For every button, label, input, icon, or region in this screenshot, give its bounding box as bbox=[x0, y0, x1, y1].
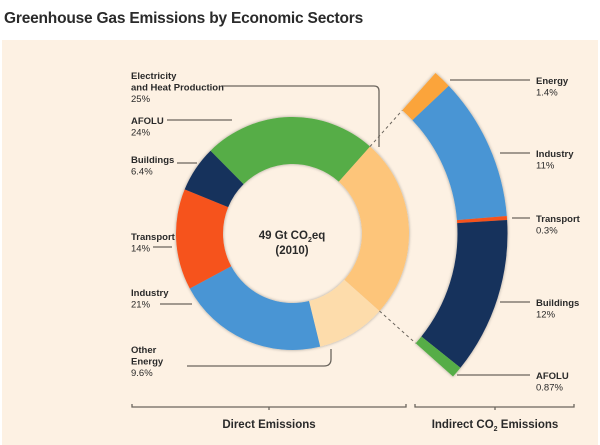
label-value: 1.4% bbox=[536, 88, 558, 99]
connector-dash-bottom bbox=[379, 310, 417, 344]
leader-electricity-and-heat-production bbox=[222, 85, 380, 147]
direct-emissions-bracket bbox=[131, 404, 407, 410]
label-buildings: Buildings 6.4% bbox=[131, 155, 174, 178]
label-value: 11% bbox=[536, 161, 555, 172]
label-name: AFOLU bbox=[536, 371, 569, 382]
direct-slice-afolu bbox=[210, 117, 370, 185]
label-value: 0.3% bbox=[536, 226, 558, 237]
connector-dash-top bbox=[369, 109, 403, 147]
label-other-energy: Other Energy 9.6% bbox=[131, 345, 164, 379]
direct-slice-electricity-and-heat-production bbox=[338, 146, 409, 311]
label-name: Energy bbox=[536, 76, 569, 87]
indirect-slice-afolu bbox=[415, 336, 461, 377]
label-name: Buildings bbox=[131, 155, 174, 166]
indirect-slice-buildings bbox=[421, 220, 508, 368]
center-year-label: (2010) bbox=[275, 245, 308, 257]
indirect-emissions-arc bbox=[402, 72, 508, 377]
label-afolu: AFOLU 24% bbox=[131, 116, 164, 139]
label-name: Other bbox=[131, 345, 157, 356]
direct-emissions-label: Direct Emissions bbox=[222, 419, 315, 431]
label-indirect-energy: Energy 1.4% bbox=[536, 76, 569, 99]
leader-lines bbox=[153, 79, 530, 376]
center-total-label: 49 Gt CO2eq bbox=[259, 230, 326, 244]
label-value: 9.6% bbox=[131, 368, 153, 379]
label-name: Electricity bbox=[131, 71, 177, 82]
direct-slice-industry bbox=[189, 266, 321, 350]
direct-emissions-donut bbox=[176, 117, 409, 350]
label-indirect-transport: Transport 0.3% bbox=[536, 214, 581, 237]
label-name: Energy bbox=[131, 357, 164, 368]
label-value: 24% bbox=[131, 128, 151, 139]
label-electricity-and-heat-production: Electricity and Heat Production 25% bbox=[131, 71, 224, 105]
label-value: 6.4% bbox=[131, 167, 153, 178]
label-name: Industry bbox=[536, 149, 574, 160]
direct-slice-transport bbox=[176, 189, 232, 289]
direct-slice-buildings bbox=[184, 150, 244, 208]
label-name: AFOLU bbox=[131, 116, 164, 127]
label-name: Buildings bbox=[536, 298, 579, 309]
label-transport: Transport 14% bbox=[131, 232, 176, 255]
label-name: Transport bbox=[536, 214, 581, 225]
indirect-slice-energy bbox=[402, 72, 449, 121]
direct-slice-other-energy bbox=[309, 279, 380, 347]
label-value: 25% bbox=[131, 94, 151, 105]
label-indirect-afolu: AFOLU 0.87% bbox=[536, 371, 569, 394]
indirect-slice-transport bbox=[456, 216, 508, 224]
label-name: Transport bbox=[131, 232, 176, 243]
label-industry: Industry 21% bbox=[131, 288, 169, 311]
label-indirect-buildings: Buildings 12% bbox=[536, 298, 579, 321]
label-name: and Heat Production bbox=[131, 83, 224, 94]
indirect-slice-industry bbox=[412, 85, 507, 221]
chart-title: Greenhouse Gas Emissions by Economic Sec… bbox=[4, 10, 364, 27]
label-value: 0.87% bbox=[536, 383, 563, 394]
slice-labels: Electricity and Heat Production 25%Other En… bbox=[131, 71, 581, 394]
label-name: Industry bbox=[131, 288, 169, 299]
label-value: 21% bbox=[131, 300, 151, 311]
indirect-emissions-label: Indirect CO2 Emissions bbox=[432, 419, 559, 433]
leader-other-energy bbox=[187, 349, 332, 367]
label-value: 14% bbox=[131, 244, 151, 255]
label-value: 12% bbox=[536, 310, 556, 321]
indirect-emissions-bracket bbox=[414, 404, 575, 410]
label-indirect-industry: Industry 11% bbox=[536, 149, 574, 172]
